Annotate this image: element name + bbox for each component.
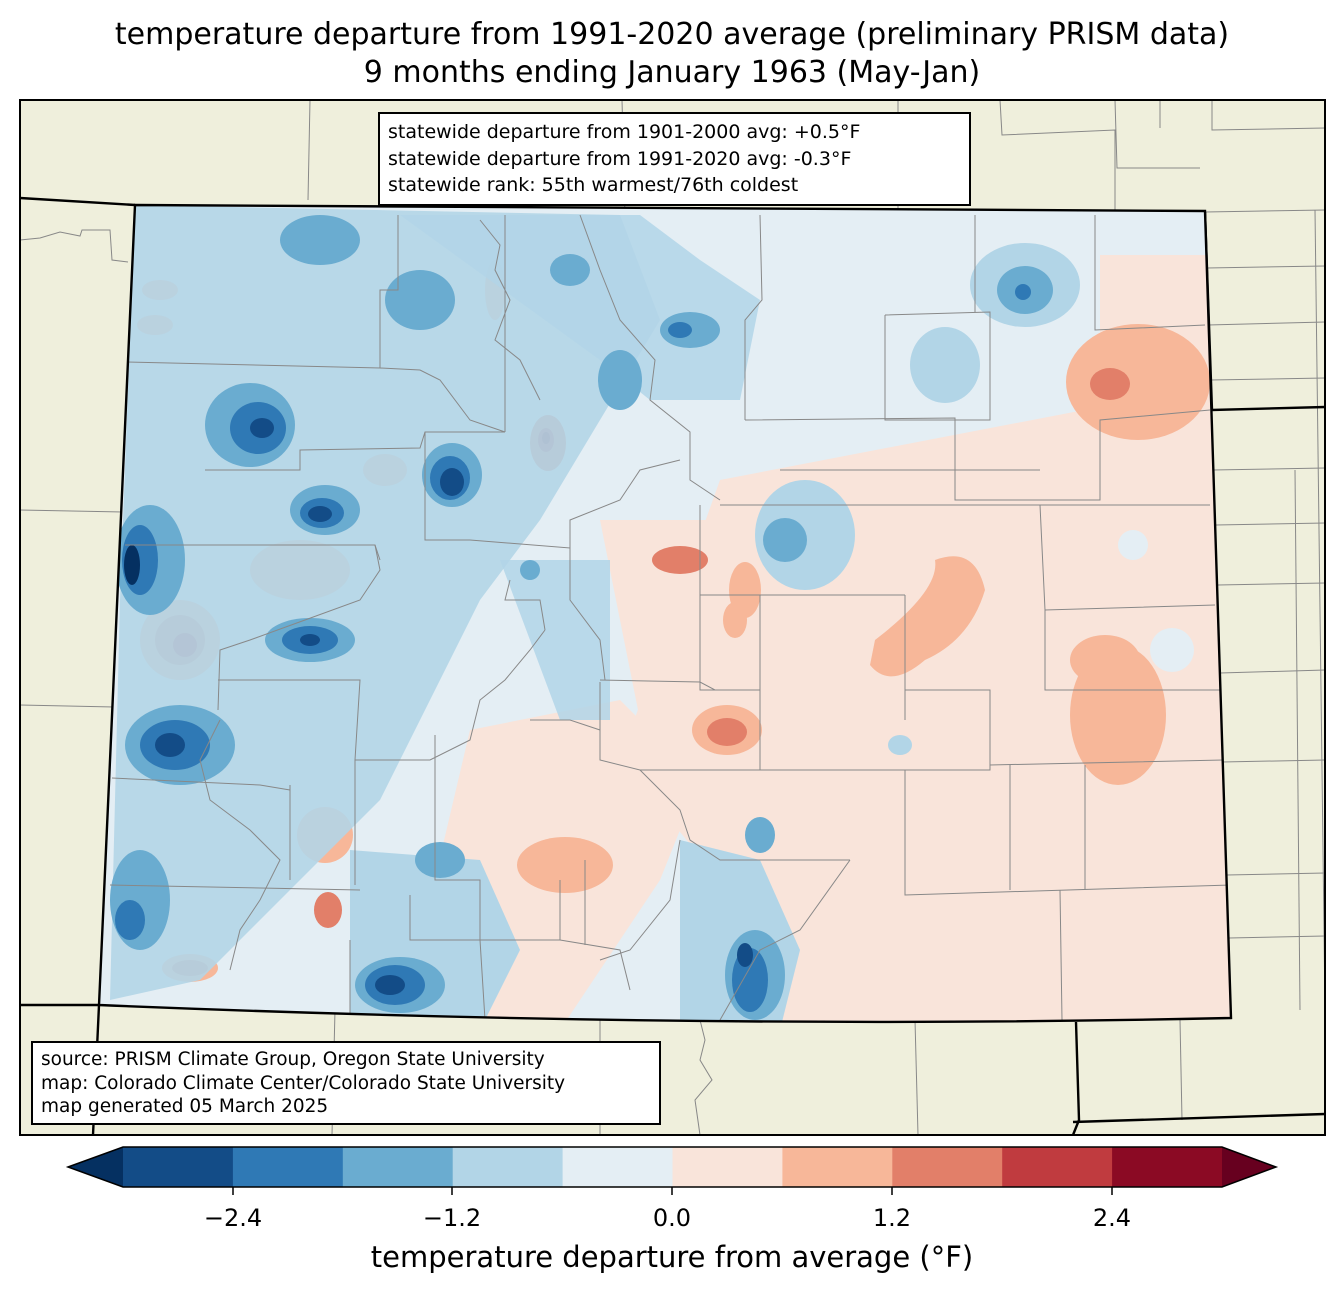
colorbar-tick-label: 2.4 <box>1092 1204 1132 1232</box>
colorbar-bin <box>562 1147 673 1187</box>
colorbar <box>65 1146 1279 1195</box>
colorbar-bin <box>68 1147 123 1187</box>
colorbar-label: temperature departure from average (°F) <box>370 1240 974 1274</box>
colorbar-tick-label: 1.2 <box>872 1204 912 1232</box>
colorbar-tick-label: 0.0 <box>652 1204 692 1232</box>
colorbar-bin <box>1222 1147 1276 1187</box>
stats-line-1901-2000: statewide departure from 1901-2000 avg: … <box>388 121 861 143</box>
colorado-boundary <box>97 203 1233 1024</box>
source-box: source: PRISM Climate Group, Oregon Stat… <box>31 1041 661 1125</box>
colorbar-bin <box>1002 1147 1113 1187</box>
source-line-prism: source: PRISM Climate Group, Oregon Stat… <box>41 1049 545 1070</box>
colorbar-tick-label: −1.2 <box>422 1204 482 1232</box>
map-frame <box>19 99 1326 1136</box>
county-lines <box>109 214 1231 1021</box>
colorbar-bin <box>672 1147 783 1187</box>
colorbar-bin <box>782 1147 893 1187</box>
colorbar-bin <box>452 1147 564 1187</box>
map-title-line1: temperature departure from 1991-2020 ave… <box>114 17 1230 52</box>
colorbar-bin <box>892 1147 1003 1187</box>
map-title-line2: 9 months ending January 1963 (May-Jan) <box>363 55 981 90</box>
source-line-map: map: Colorado Climate Center/Colorado St… <box>41 1072 566 1094</box>
stats-line-rank: statewide rank: 55th warmest/76th coldes… <box>388 174 799 196</box>
colorbar-bin <box>342 1147 454 1187</box>
stats-line-1991-2020: statewide departure from 1991-2020 avg: … <box>388 147 852 170</box>
source-line-generated: map generated 05 March 2025 <box>41 1096 329 1117</box>
statewide-stats-box: statewide departure from 1901-2000 avg: … <box>378 112 971 206</box>
colorbar-bin <box>1112 1147 1223 1187</box>
colorbar-ticks <box>232 1187 1113 1195</box>
colorbar-bin <box>232 1147 344 1187</box>
colorbar-tick-label: −2.4 <box>203 1204 263 1232</box>
colorbar-outline <box>65 1146 1279 1188</box>
colorbar-bin <box>123 1147 234 1187</box>
